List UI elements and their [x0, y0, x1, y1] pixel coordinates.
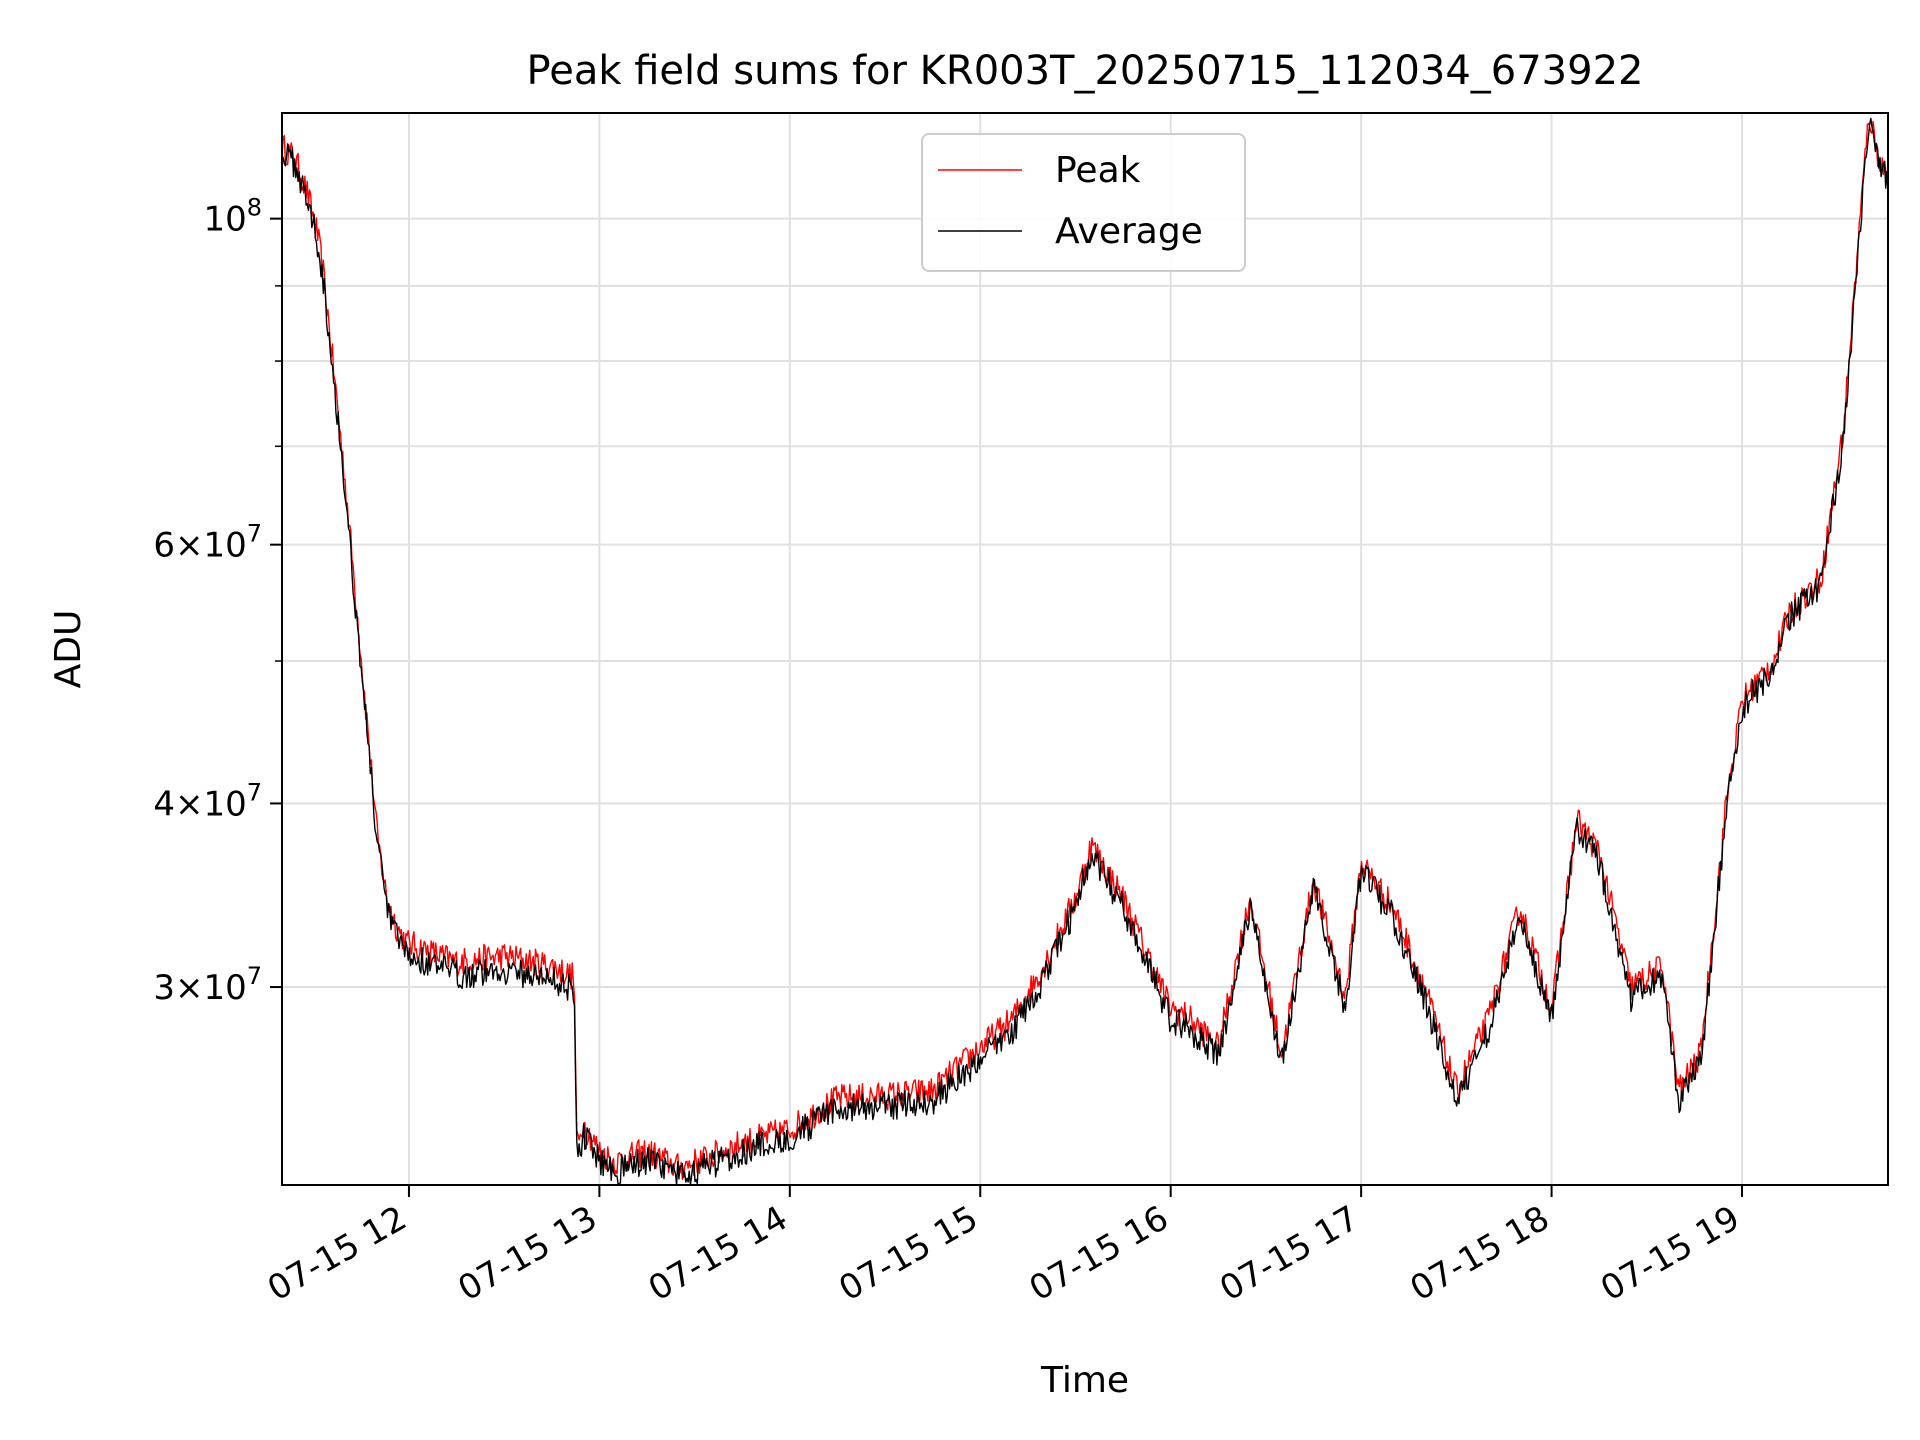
peak-series-line [281, 120, 1889, 1180]
y-tick-exponent: 7 [247, 778, 262, 806]
y-axis-label: ADU [48, 610, 89, 689]
grid [282, 113, 1888, 1185]
legend-box [921, 133, 1246, 272]
plot-lines [281, 117, 1889, 1186]
y-tick-label: 3×107 [153, 962, 262, 1008]
legend-peak-label: Peak [1055, 150, 1141, 191]
average-series-line [281, 117, 1889, 1186]
y-tick-exponent: 8 [247, 194, 262, 222]
axes-frame [281, 112, 1889, 1186]
y-tick-label: 108 [203, 194, 262, 240]
y-tick-label: 6×107 [153, 520, 262, 566]
legend-average-label: Average [1055, 211, 1203, 252]
y-tick-label: 4×107 [153, 778, 262, 824]
chart-title: Peak field sums for KR003T_20250715_1120… [527, 48, 1644, 94]
y-tick-exponent: 7 [247, 520, 262, 548]
x-axis-label: Time [1040, 1360, 1129, 1401]
y-axis-ticks: 108 6×107 4×107 3×107 [153, 194, 282, 1008]
legend: Peak Average [921, 133, 1246, 272]
y-tick-exponent: 7 [247, 962, 262, 990]
